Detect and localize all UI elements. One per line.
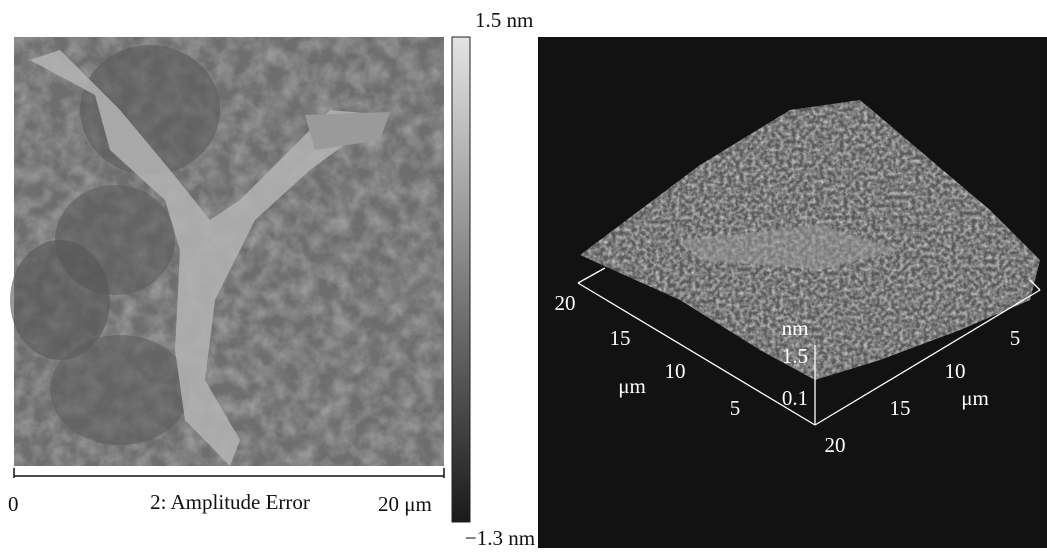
- colorbar: [452, 37, 470, 522]
- z-axis-unit: nm: [782, 316, 809, 340]
- x-tick-label: 15: [890, 396, 911, 420]
- scale-start: 0: [8, 492, 19, 516]
- colorbar-max: 1.5 nm: [475, 8, 533, 32]
- amplitude-image: [10, 37, 444, 466]
- y-tick-label: 15: [610, 326, 631, 350]
- y-tick-label: 10: [665, 359, 686, 383]
- scale-label: 2: Amplitude Error: [150, 490, 310, 514]
- x-tick-label: 5: [1010, 326, 1021, 350]
- y-tick-label: 20: [555, 291, 576, 315]
- x-axis-unit: μm: [961, 386, 989, 410]
- z-tick-label: 1.5: [782, 344, 808, 368]
- figure: 1.5 nm −1.3 nm 0 2: Amplitude Error 20 μ…: [0, 0, 1047, 552]
- y-tick-label: 5: [730, 396, 741, 420]
- y-axis-unit: μm: [618, 374, 646, 398]
- page: {"left_panel": {"colorbar": {"max_label"…: [0, 0, 1047, 552]
- scale-end: 20 μm: [378, 492, 432, 516]
- x-tick-label: 10: [945, 359, 966, 383]
- x-tick-label: 20: [825, 433, 846, 457]
- scale-bar: [14, 468, 444, 478]
- z-tick-label: 0.1: [782, 386, 808, 410]
- colorbar-min: −1.3 nm: [465, 526, 535, 550]
